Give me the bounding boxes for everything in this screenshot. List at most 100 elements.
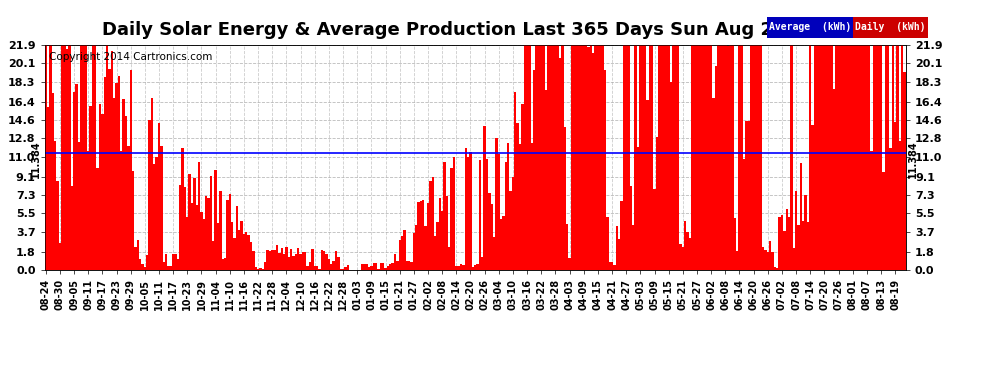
Bar — [812, 125, 814, 270]
Bar — [724, 45, 727, 270]
Bar — [901, 45, 904, 270]
Bar — [783, 231, 785, 270]
Bar — [544, 90, 547, 270]
Bar — [439, 198, 441, 270]
Bar — [833, 89, 835, 270]
Bar — [541, 45, 543, 270]
Bar — [460, 264, 462, 270]
Bar — [372, 263, 375, 270]
Bar — [450, 168, 452, 270]
Bar — [672, 45, 674, 270]
Bar — [781, 215, 783, 270]
Bar — [802, 221, 805, 270]
Bar — [252, 251, 254, 270]
Bar — [585, 45, 587, 270]
Bar — [167, 266, 169, 270]
Bar — [422, 200, 425, 270]
Bar — [861, 45, 863, 270]
Bar — [665, 45, 667, 270]
Bar — [360, 264, 363, 270]
Bar — [207, 198, 210, 270]
Bar — [283, 254, 285, 270]
Bar — [500, 219, 502, 270]
Bar — [61, 45, 63, 270]
Bar — [113, 98, 116, 270]
Bar — [474, 265, 476, 270]
Text: Copyright 2014 Cartronics.com: Copyright 2014 Cartronics.com — [49, 52, 212, 62]
Bar — [196, 205, 198, 270]
Bar — [769, 241, 771, 270]
Bar — [92, 45, 94, 270]
Bar — [556, 45, 559, 270]
Bar — [224, 258, 227, 270]
Bar — [729, 45, 732, 270]
Bar — [94, 45, 96, 270]
Bar — [526, 45, 529, 270]
Bar — [261, 269, 264, 270]
Bar — [89, 106, 92, 270]
Bar — [160, 146, 162, 270]
Bar — [736, 251, 739, 270]
Bar — [229, 194, 231, 270]
Bar — [292, 256, 295, 270]
Bar — [471, 267, 474, 270]
Bar — [243, 234, 246, 270]
Bar — [623, 45, 625, 270]
Bar — [326, 254, 328, 270]
Bar — [819, 45, 821, 270]
Bar — [854, 45, 856, 270]
Bar — [870, 151, 873, 270]
Bar — [743, 159, 745, 270]
Bar — [882, 172, 885, 270]
Bar — [486, 159, 488, 270]
Bar — [865, 45, 868, 270]
Bar — [488, 193, 490, 270]
Bar — [858, 45, 861, 270]
Bar — [403, 231, 406, 270]
Bar — [653, 189, 655, 270]
Bar — [278, 253, 280, 270]
Bar — [741, 45, 743, 270]
Bar — [203, 219, 205, 270]
Bar — [227, 200, 229, 270]
Bar — [116, 83, 118, 270]
Bar — [162, 262, 165, 270]
Bar — [747, 122, 750, 270]
Bar — [448, 247, 450, 270]
Bar — [418, 202, 420, 270]
Bar — [592, 53, 594, 270]
Bar — [505, 162, 507, 270]
Bar — [75, 84, 77, 270]
Bar — [551, 45, 554, 270]
Bar — [462, 266, 464, 270]
Bar — [693, 45, 696, 270]
Bar — [174, 254, 176, 270]
Bar — [519, 144, 521, 270]
Bar — [885, 45, 887, 270]
Bar — [469, 152, 471, 270]
Bar — [640, 45, 642, 270]
Bar — [68, 45, 70, 270]
Bar — [304, 252, 307, 270]
Bar — [660, 45, 662, 270]
Bar — [99, 104, 101, 270]
Bar — [873, 45, 875, 270]
Bar — [892, 45, 894, 270]
Bar — [732, 45, 734, 270]
Bar — [181, 148, 184, 270]
Bar — [835, 45, 838, 270]
Bar — [633, 225, 635, 270]
Bar — [264, 261, 266, 270]
Bar — [524, 45, 526, 270]
Bar — [573, 45, 575, 270]
Bar — [54, 141, 56, 270]
Bar — [703, 45, 705, 270]
Bar — [231, 222, 234, 270]
Bar — [437, 222, 439, 270]
Bar — [188, 174, 191, 270]
Bar — [762, 247, 764, 270]
Bar — [720, 45, 722, 270]
Bar — [241, 221, 243, 270]
Bar — [844, 45, 846, 270]
Bar — [648, 45, 651, 270]
